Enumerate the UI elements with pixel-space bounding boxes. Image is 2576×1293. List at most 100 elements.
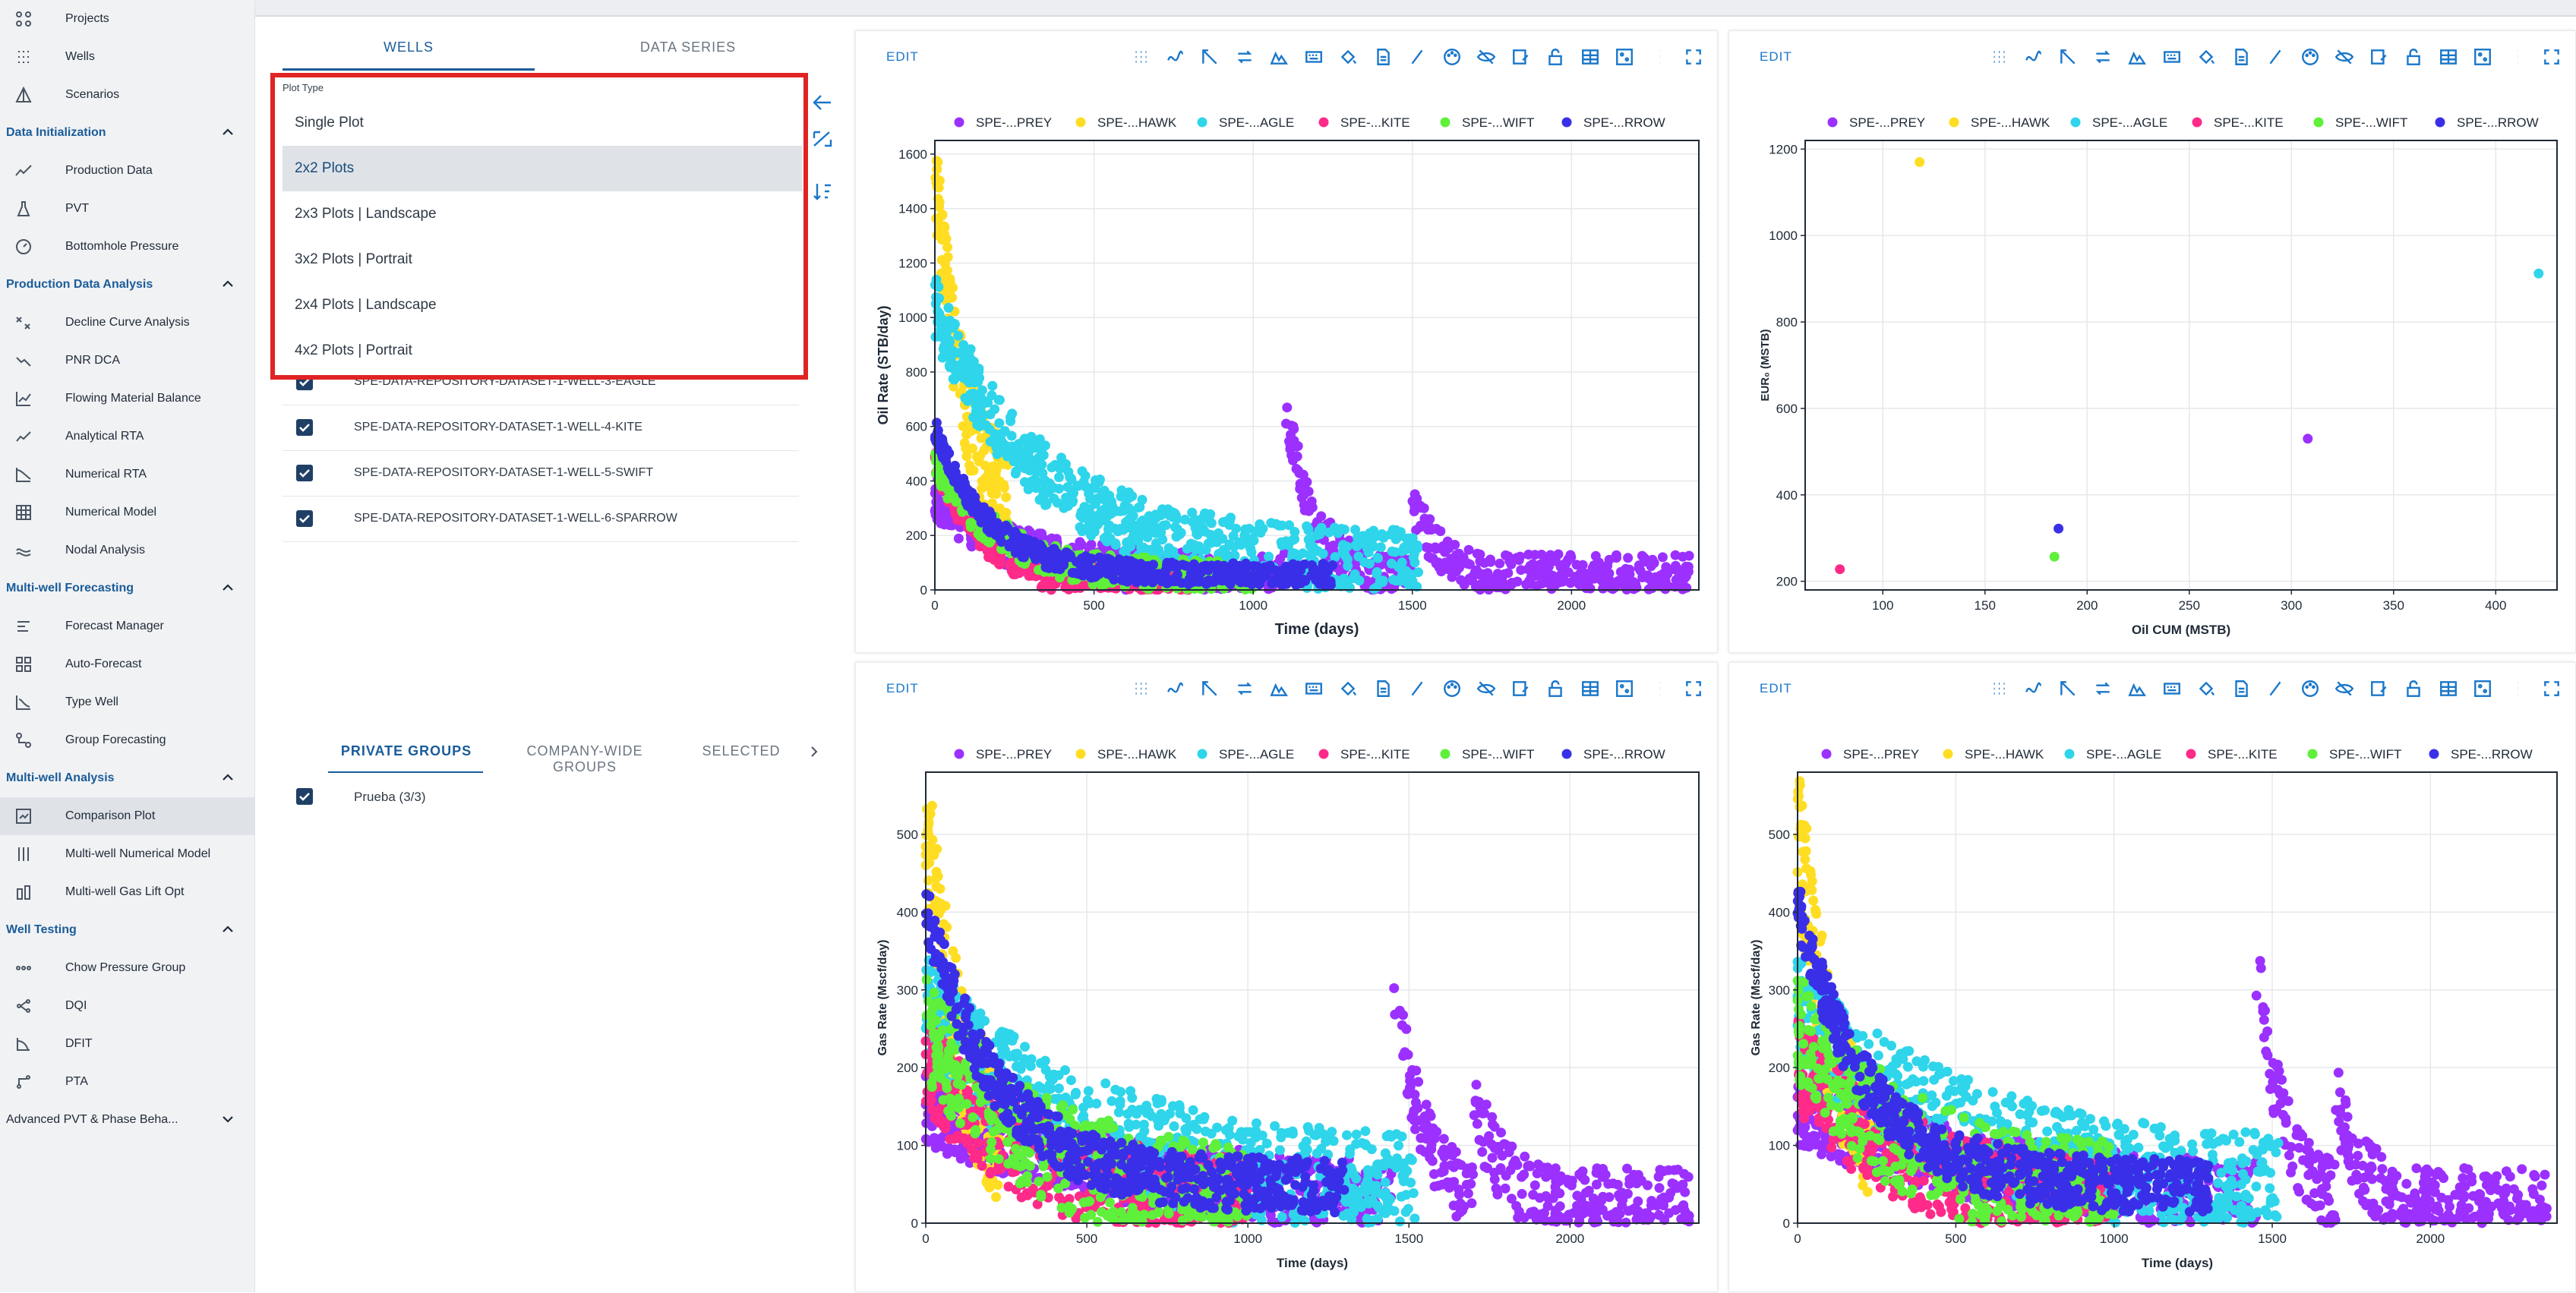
sidebar-section-multi-well-forecasting[interactable]: Multi-well Forecasting (0, 569, 255, 607)
tab-selected[interactable]: SELECTED (697, 743, 785, 759)
sidebar-section-production-data-analysis[interactable]: Production Data Analysis (0, 266, 255, 304)
data-point (1217, 534, 1227, 544)
legend-item[interactable]: SPE-...PREY (955, 115, 1053, 130)
data-point (1624, 1206, 1634, 1216)
legend-item[interactable]: SPE-...PREY (1828, 115, 1926, 130)
sidebar-item-dqi[interactable]: DQI (0, 987, 255, 1025)
plot-type-option[interactable]: 2x3 Plots | Landscape (283, 191, 802, 237)
plot-type-option[interactable]: 2x4 Plots | Landscape (283, 282, 802, 328)
sidebar-item-numerical-rta[interactable]: Numerical RTA (0, 456, 255, 494)
sidebar-item-scenarios[interactable]: Scenarios (0, 76, 255, 114)
tab-wells[interactable]: WELLS (283, 39, 535, 55)
chevron-up-icon[interactable] (220, 580, 235, 595)
chevron-up-icon[interactable] (220, 770, 235, 785)
sidebar-item-pta[interactable]: PTA (0, 1063, 255, 1101)
sidebar-item-pvt[interactable]: PVT (0, 190, 255, 228)
sidebar-item-chow-pressure-group[interactable]: Chow Pressure Group (0, 949, 255, 987)
sidebar-item-flowing-material-balance[interactable]: Flowing Material Balance (0, 380, 255, 418)
data-point (1439, 1134, 1449, 1144)
sidebar-item-comparison-plot[interactable]: Comparison Plot (0, 797, 255, 835)
legend-item[interactable]: SPE-...AGLE (1198, 747, 1295, 762)
well-row[interactable]: SPE-DATA-REPOSITORY-DATASET-1-WELL-5-SWI… (283, 451, 799, 497)
well-label: SPE-DATA-REPOSITORY-DATASET-1-WELL-4-KIT… (354, 421, 642, 434)
collapse-panel-icon[interactable] (810, 90, 843, 123)
sidebar-item-multi-well-gas-lift-opt[interactable]: Multi-well Gas Lift Opt (0, 873, 255, 911)
sort-icon[interactable] (810, 179, 843, 213)
well-checkbox[interactable] (296, 510, 313, 527)
sidebar-section-well-testing[interactable]: Well Testing (0, 911, 255, 949)
sidebar-item-production-data[interactable]: Production Data (0, 152, 255, 190)
pta-icon (14, 1073, 33, 1091)
data-point (1106, 534, 1116, 544)
legend-item[interactable]: SPE-...KITE (1319, 115, 1410, 130)
legend-item[interactable]: SPE-...AGLE (2071, 115, 2168, 130)
sidebar-section-data-initialization[interactable]: Data Initialization (0, 114, 255, 152)
well-checkbox[interactable] (296, 465, 313, 481)
data-point (1369, 584, 1379, 594)
legend-item[interactable]: SPE-...HAWK (1076, 747, 1177, 762)
sidebar-item-numerical-model[interactable]: Numerical Model (0, 494, 255, 531)
sidebar-item-wells[interactable]: Wells (0, 38, 255, 76)
sidebar-item-group-forecasting[interactable]: Group Forecasting (0, 721, 255, 759)
sidebar-item-auto-forecast[interactable]: Auto-Forecast (0, 645, 255, 683)
data-point (1005, 443, 1015, 453)
sidebar-item-projects[interactable]: Projects (0, 0, 255, 38)
legend-item[interactable]: SPE-...HAWK (1949, 115, 2050, 130)
tab-company-wide-groups[interactable]: COMPANY-WIDE GROUPS (494, 743, 676, 775)
data-point (1390, 1010, 1400, 1020)
chevron-right-icon[interactable] (805, 743, 823, 761)
swap-axes-icon[interactable] (810, 126, 843, 159)
legend-item[interactable]: SPE-...AGLE (1198, 115, 1295, 130)
plot-type-option[interactable]: 2x2 Plots (283, 146, 802, 191)
sidebar-item-analytical-rta[interactable]: Analytical RTA (0, 418, 255, 456)
legend-item[interactable]: SPE-...WIFT (2314, 115, 2408, 130)
legend-item[interactable]: SPE-...RROW (1562, 115, 1665, 130)
well-row[interactable]: SPE-DATA-REPOSITORY-DATASET-1-WELL-4-KIT… (283, 405, 799, 451)
y-tick-label: 1000 (1769, 229, 1798, 243)
legend-item[interactable]: SPE-...RROW (2436, 115, 2539, 130)
chevron-down-icon[interactable] (220, 1112, 235, 1127)
legend-item[interactable]: SPE-...WIFT (1441, 747, 1535, 762)
chevron-up-icon[interactable] (220, 276, 235, 292)
sidebar-item-dfit[interactable]: DFIT (0, 1025, 255, 1063)
plot-type-option[interactable]: Single Plot (283, 100, 802, 146)
well-checkbox[interactable] (296, 419, 313, 436)
tab-private-groups[interactable]: PRIVATE GROUPS (334, 743, 478, 759)
data-point (947, 293, 957, 303)
data-point (1001, 492, 1011, 502)
data-point (1019, 534, 1029, 544)
group-checkbox[interactable] (296, 788, 313, 805)
data-point (1664, 1165, 1674, 1175)
data-point (1241, 559, 1251, 569)
tab-data-series[interactable]: DATA SERIES (562, 39, 814, 55)
data-point (1160, 1115, 1170, 1125)
sidebar-item-pnr-dca[interactable]: PNR DCA (0, 342, 255, 380)
legend-item[interactable]: SPE-...RROW (1562, 747, 1665, 762)
data-point (1061, 553, 1071, 563)
legend-item[interactable]: SPE-...KITE (1319, 747, 1410, 762)
chevron-up-icon[interactable] (220, 922, 235, 937)
legend-item[interactable]: SPE-...KITE (2192, 115, 2284, 130)
legend-label: SPE-...HAWK (1097, 747, 1177, 762)
x-tick-label: 0 (931, 598, 938, 613)
sidebar-item-bottomhole-pressure[interactable]: Bottomhole Pressure (0, 228, 255, 266)
legend-item[interactable]: SPE-...WIFT (1441, 115, 1535, 130)
data-point (1400, 1047, 1410, 1057)
plot-type-option[interactable]: 4x2 Plots | Portrait (283, 328, 802, 374)
well-row[interactable]: SPE-DATA-REPOSITORY-DATASET-1-WELL-6-SPA… (283, 497, 799, 542)
data-point (1031, 483, 1041, 493)
well-label: SPE-DATA-REPOSITORY-DATASET-1-WELL-5-SWI… (354, 466, 653, 480)
sidebar-item-type-well[interactable]: Type Well (0, 683, 255, 721)
sidebar-section-advanced-pvt[interactable]: Advanced PVT & Phase Beha... (0, 1101, 255, 1139)
plot-type-option[interactable]: 3x2 Plots | Portrait (283, 237, 802, 282)
sidebar-item-forecast-manager[interactable]: Forecast Manager (0, 607, 255, 645)
chevron-up-icon[interactable] (220, 125, 235, 140)
sidebar-section-multi-well-analysis[interactable]: Multi-well Analysis (0, 759, 255, 797)
legend-item[interactable]: SPE-...PREY (955, 747, 1053, 762)
sidebar-item-multi-well-numerical-model[interactable]: Multi-well Numerical Model (0, 835, 255, 873)
sidebar-item-decline-curve-analysis[interactable]: Decline Curve Analysis (0, 304, 255, 342)
data-point (1288, 560, 1298, 569)
legend-item[interactable]: SPE-...HAWK (1076, 115, 1177, 130)
sidebar-item-nodal-analysis[interactable]: Nodal Analysis (0, 531, 255, 569)
